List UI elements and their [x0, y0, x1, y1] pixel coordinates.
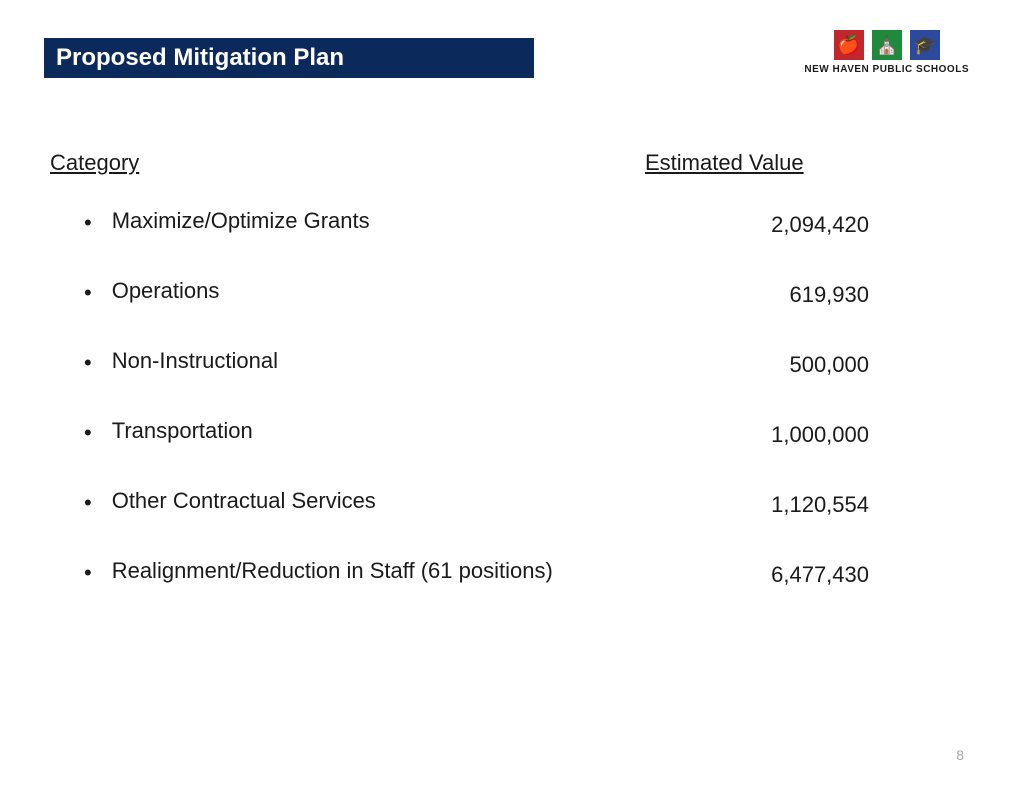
category-cell: • Maximize/Optimize Grants: [50, 208, 645, 234]
logo-icon: ⛪: [872, 30, 902, 60]
value-cell: 6,477,430: [645, 558, 969, 588]
value-cell: 500,000: [645, 348, 969, 378]
category-cell: • Other Contractual Services: [50, 488, 645, 514]
bullet-icon: •: [84, 278, 92, 304]
table-row: • Maximize/Optimize Grants 2,094,420: [50, 208, 969, 238]
category-cell: • Realignment/Reduction in Staff (61 posi…: [50, 558, 645, 584]
value-cell: 1,120,554: [645, 488, 969, 518]
table-row: • Operations 619,930: [50, 278, 969, 308]
logo-icon: 🎓: [910, 30, 940, 60]
bullet-icon: •: [84, 558, 92, 584]
logo-icon: 🍎: [834, 30, 864, 60]
bullet-icon: •: [84, 348, 92, 374]
value-cell: 619,930: [645, 278, 969, 308]
category-label: Realignment/Reduction in Staff (61 posit…: [112, 558, 553, 584]
table-header-row: Category Estimated Value: [50, 150, 969, 176]
category-cell: • Transportation: [50, 418, 645, 444]
org-logo: 🍎 ⛪ 🎓 NEW HAVEN PUBLIC SCHOOLS: [804, 30, 969, 75]
value-header: Estimated Value: [645, 150, 969, 176]
category-label: Operations: [112, 278, 220, 304]
value-cell: 2,094,420: [645, 208, 969, 238]
category-cell: • Non-Instructional: [50, 348, 645, 374]
table-row: • Other Contractual Services 1,120,554: [50, 488, 969, 518]
category-label: Maximize/Optimize Grants: [112, 208, 370, 234]
table-row: • Non-Instructional 500,000: [50, 348, 969, 378]
title-bar: Proposed Mitigation Plan: [44, 38, 534, 78]
table-body: • Maximize/Optimize Grants 2,094,420 • Opera…: [50, 208, 969, 588]
bullet-icon: •: [84, 488, 92, 514]
page-title: Proposed Mitigation Plan: [56, 44, 344, 72]
org-name: NEW HAVEN PUBLIC SCHOOLS: [804, 64, 969, 75]
bullet-icon: •: [84, 418, 92, 444]
page-number: 8: [956, 747, 964, 763]
value-cell: 1,000,000: [645, 418, 969, 448]
table-row: • Transportation 1,000,000: [50, 418, 969, 448]
bullet-icon: •: [84, 208, 92, 234]
table-row: • Realignment/Reduction in Staff (61 posi…: [50, 558, 969, 588]
category-cell: • Operations: [50, 278, 645, 304]
category-label: Transportation: [112, 418, 253, 444]
category-header: Category: [50, 150, 645, 176]
content-area: Category Estimated Value • Maximize/Optim…: [50, 150, 969, 628]
logo-icon-row: 🍎 ⛪ 🎓: [834, 30, 940, 60]
category-label: Non-Instructional: [112, 348, 278, 374]
category-label: Other Contractual Services: [112, 488, 376, 514]
